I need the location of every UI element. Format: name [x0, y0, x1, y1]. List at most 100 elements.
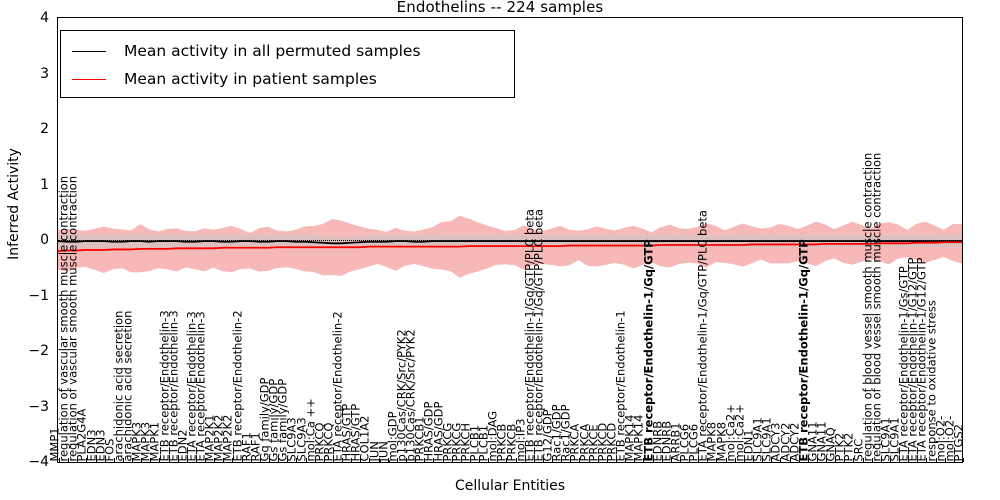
x-tick-mark — [159, 458, 161, 462]
x-tick-mark — [378, 458, 380, 462]
legend-entry-permuted: Mean activity in all permuted samples — [61, 37, 514, 65]
x-tick-mark — [259, 458, 261, 462]
x-tick-mark — [789, 458, 791, 462]
x-tick-mark — [935, 458, 937, 462]
x-tick-mark — [661, 458, 663, 462]
x-tick-mark — [104, 458, 106, 462]
x-tick-mark — [460, 458, 462, 462]
x-tick-mark — [725, 458, 727, 462]
x-tick-mark — [889, 458, 891, 462]
y-tick-label: −2 — [28, 343, 49, 359]
x-tick-mark — [168, 458, 170, 462]
x-tick-mark — [762, 458, 764, 462]
x-tick-mark — [652, 458, 654, 462]
x-tick-mark — [670, 458, 672, 462]
legend-entry-patient: Mean activity in patient samples — [61, 65, 514, 93]
y-tick-label: −4 — [28, 454, 49, 470]
permuted-mean-line — [58, 240, 962, 245]
legend-line-icon-black — [72, 50, 106, 52]
x-tick-mark — [515, 458, 517, 462]
x-tick-mark — [232, 458, 234, 462]
x-tick-mark — [141, 458, 143, 462]
x-tick-mark — [552, 458, 554, 462]
x-tick-mark — [405, 458, 407, 462]
x-tick-mark — [360, 458, 362, 462]
x-tick-mark — [716, 458, 718, 462]
x-tick-mark — [488, 458, 490, 462]
x-tick-mark — [479, 458, 481, 462]
y-tick-label: 2 — [40, 121, 49, 137]
x-tick-mark — [634, 458, 636, 462]
x-tick-mark — [77, 458, 79, 462]
x-tick-mark — [606, 458, 608, 462]
x-tick-mark — [68, 458, 70, 462]
y-tick-label: 3 — [40, 65, 49, 82]
x-tick-mark — [707, 458, 709, 462]
x-tick-mark — [469, 458, 471, 462]
x-tick-mark — [643, 458, 645, 462]
x-tick-mark — [816, 458, 818, 462]
x-tick-mark — [250, 458, 252, 462]
x-tick-mark — [689, 458, 691, 462]
x-tick-mark — [926, 458, 928, 462]
series-canvas — [58, 215, 962, 278]
x-tick-mark — [195, 458, 197, 462]
x-tick-mark — [844, 458, 846, 462]
x-tick-mark — [862, 458, 864, 462]
x-tick-mark — [332, 458, 334, 462]
x-tick-mark — [86, 458, 88, 462]
x-tick-mark — [369, 458, 371, 462]
y-tick-label: −1 — [28, 287, 49, 304]
x-tick-mark — [59, 458, 60, 462]
x-tick-mark — [752, 458, 754, 462]
x-tick-mark — [177, 458, 179, 462]
x-tick-mark — [625, 458, 627, 462]
x-tick-mark — [214, 458, 216, 462]
x-tick-mark — [150, 458, 152, 462]
x-tick-mark — [944, 458, 946, 462]
x-tick-mark — [853, 458, 855, 462]
x-tick-mark — [442, 458, 444, 462]
x-tick-mark — [314, 458, 316, 462]
x-tick-mark — [743, 458, 745, 462]
x-tick-mark — [579, 458, 581, 462]
x-tick-mark — [524, 458, 526, 462]
x-tick-mark — [497, 458, 499, 462]
x-tick-mark — [506, 458, 508, 462]
x-tick-mark — [122, 458, 124, 462]
patient-mean-line — [58, 241, 962, 252]
x-tick-mark — [826, 458, 828, 462]
legend-label-patient: Mean activity in patient samples — [124, 70, 377, 88]
x-tick-mark — [351, 458, 353, 462]
x-tick-mark — [616, 458, 617, 462]
x-tick-mark — [387, 458, 389, 462]
x-tick-mark — [95, 458, 97, 462]
x-tick-mark — [533, 458, 535, 462]
x-tick-mark — [588, 458, 590, 462]
x-tick-mark — [287, 458, 289, 462]
x-tick-mark — [305, 458, 307, 462]
x-tick-mark — [342, 458, 344, 462]
y-tick-label: 0 — [40, 232, 49, 248]
x-tick-mark — [899, 458, 901, 462]
x-tick-mark — [798, 458, 800, 462]
x-tick-mark — [323, 458, 325, 462]
x-tick-mark — [269, 458, 271, 462]
x-tick-mark — [433, 458, 435, 462]
x-tick-mark — [871, 458, 873, 462]
x-tick-mark — [241, 458, 243, 462]
zero-reference-line — [58, 240, 962, 241]
x-tick-mark — [880, 458, 882, 462]
x-tick-mark — [132, 458, 134, 462]
x-tick-mark — [223, 458, 225, 462]
x-tick-mark — [113, 458, 115, 462]
x-tick-mark — [780, 458, 782, 462]
x-tick-mark — [734, 458, 736, 462]
x-tick-mark — [835, 458, 837, 462]
x-tick-mark — [278, 458, 280, 462]
x-tick-mark — [205, 458, 207, 462]
x-tick-mark — [698, 458, 700, 462]
x-axis-label: Cellular Entities — [454, 478, 566, 494]
x-tick-mark — [807, 458, 809, 462]
